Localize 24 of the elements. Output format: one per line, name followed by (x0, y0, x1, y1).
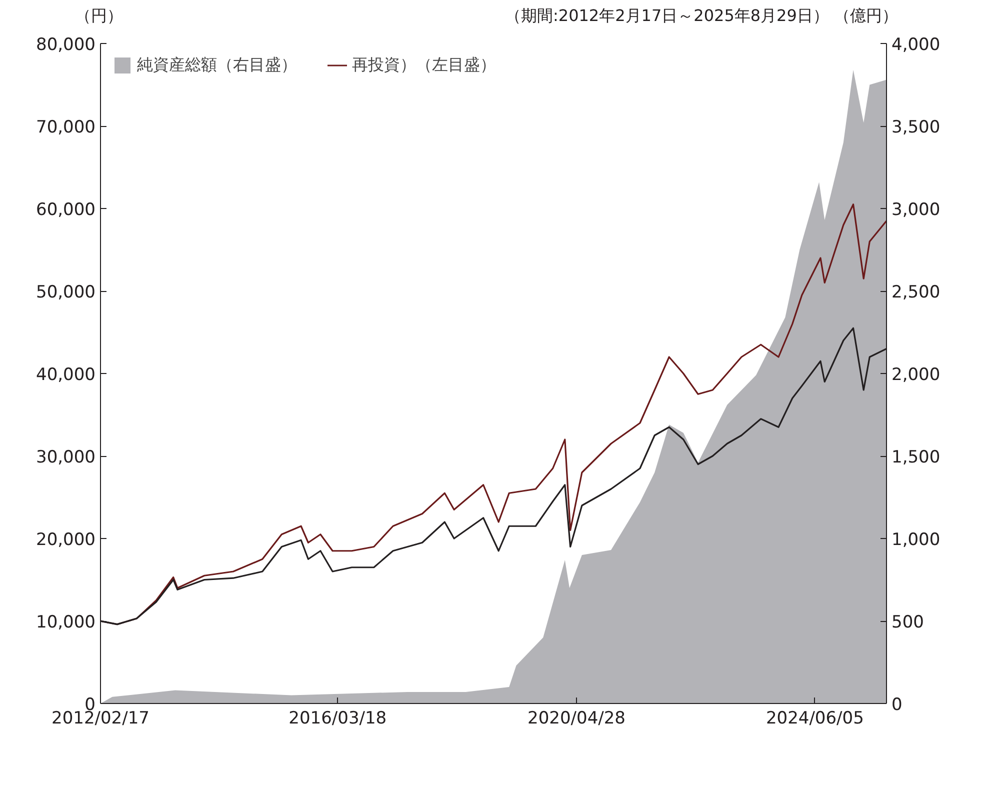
x-tick-label: 2020/04/28 (528, 708, 626, 728)
y2-tick-label: 2,500 (892, 282, 940, 302)
y-tick-label: 20,000 (36, 530, 96, 550)
legend-label: 純資産総額（右目盛） (137, 54, 297, 76)
y-tick-label: 30,000 (36, 447, 96, 468)
y2-tick-label: 3,500 (892, 117, 940, 138)
text: （期間:2012年2月17日～2025年8月29日） （億円） (505, 6, 898, 25)
y2-tick-label: 1,500 (892, 447, 940, 468)
y-tick-label: 10,000 (36, 612, 96, 632)
y2-tick-label: 1,000 (892, 530, 940, 550)
y2-tick-label: 4,000 (892, 34, 940, 55)
y2-tick-label: 2,000 (892, 364, 940, 385)
y-tick-label: 50,000 (36, 282, 96, 302)
legend-label: 再投資）（左目盛） (352, 54, 496, 76)
y2-tick-label: 0 (892, 694, 902, 715)
y2-tick-label: 3,000 (892, 200, 940, 220)
x-tick-label: 2024/06/05 (766, 708, 864, 728)
y-axis-title: （円） (75, 5, 123, 27)
x-tick-label: 2016/03/18 (288, 708, 387, 728)
y-tick-label: 70,000 (36, 117, 96, 138)
y2-tick-label: 500 (892, 612, 924, 632)
y-tick-label: 60,000 (36, 200, 96, 220)
y-tick-label: 80,000 (36, 34, 96, 55)
y-tick-label: 40,000 (36, 364, 96, 385)
